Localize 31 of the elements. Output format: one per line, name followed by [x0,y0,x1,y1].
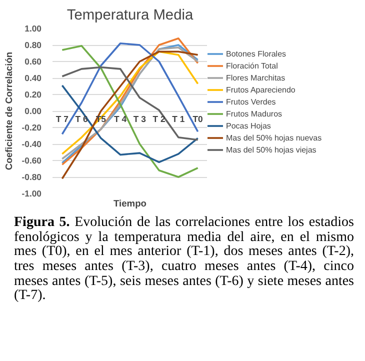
y-tick-label: -0.40 [22,139,42,149]
legend-label: Mas del 50% hojas viejas [226,145,316,154]
legend-label: Mas del 50% hojas nuevas [226,133,322,142]
y-tick-label: -1.00 [22,188,42,198]
chart-title: Temperatura Media [66,8,194,24]
text: Figura 5. [14,215,70,230]
y-tick-label: 1.00 [24,24,42,34]
y-tick-label: -0.60 [22,156,42,166]
legend-label: Floración Total [226,61,278,70]
x-tick-label: T0 [192,114,204,124]
x-tick-label: T 6 [75,114,88,124]
x-axis-title: Tiempo [114,198,147,208]
y-tick-label: -0.80 [22,172,42,182]
x-tick-label: T 4 [114,114,127,124]
y-tick-label: -0.20 [22,122,42,132]
legend-label: Frutos Apareciendo [226,85,296,94]
legend-label: Flores Marchitas [226,73,286,82]
y-tick-label: 0.60 [24,56,42,66]
legend-label: Frutos Verdes [226,97,276,106]
legend-label: Botones Florales [226,49,286,58]
y-tick-label: 0.80 [24,40,42,50]
legend-label: Frutos Maduros [226,109,282,118]
x-tick-label: T 1 [172,114,185,124]
y-tick-label: 0.40 [24,73,42,83]
x-tick-label: T 3 [133,114,146,124]
y-tick-label: 0.20 [24,90,42,100]
y-axis-title: Coeficiente de Correlación [4,52,14,170]
x-tick-label: T 7 [56,114,69,124]
legend-label: Pocas Hojas [226,121,271,130]
x-tick-label: T 2 [152,114,166,124]
y-tick-label: 0.00 [24,106,42,116]
